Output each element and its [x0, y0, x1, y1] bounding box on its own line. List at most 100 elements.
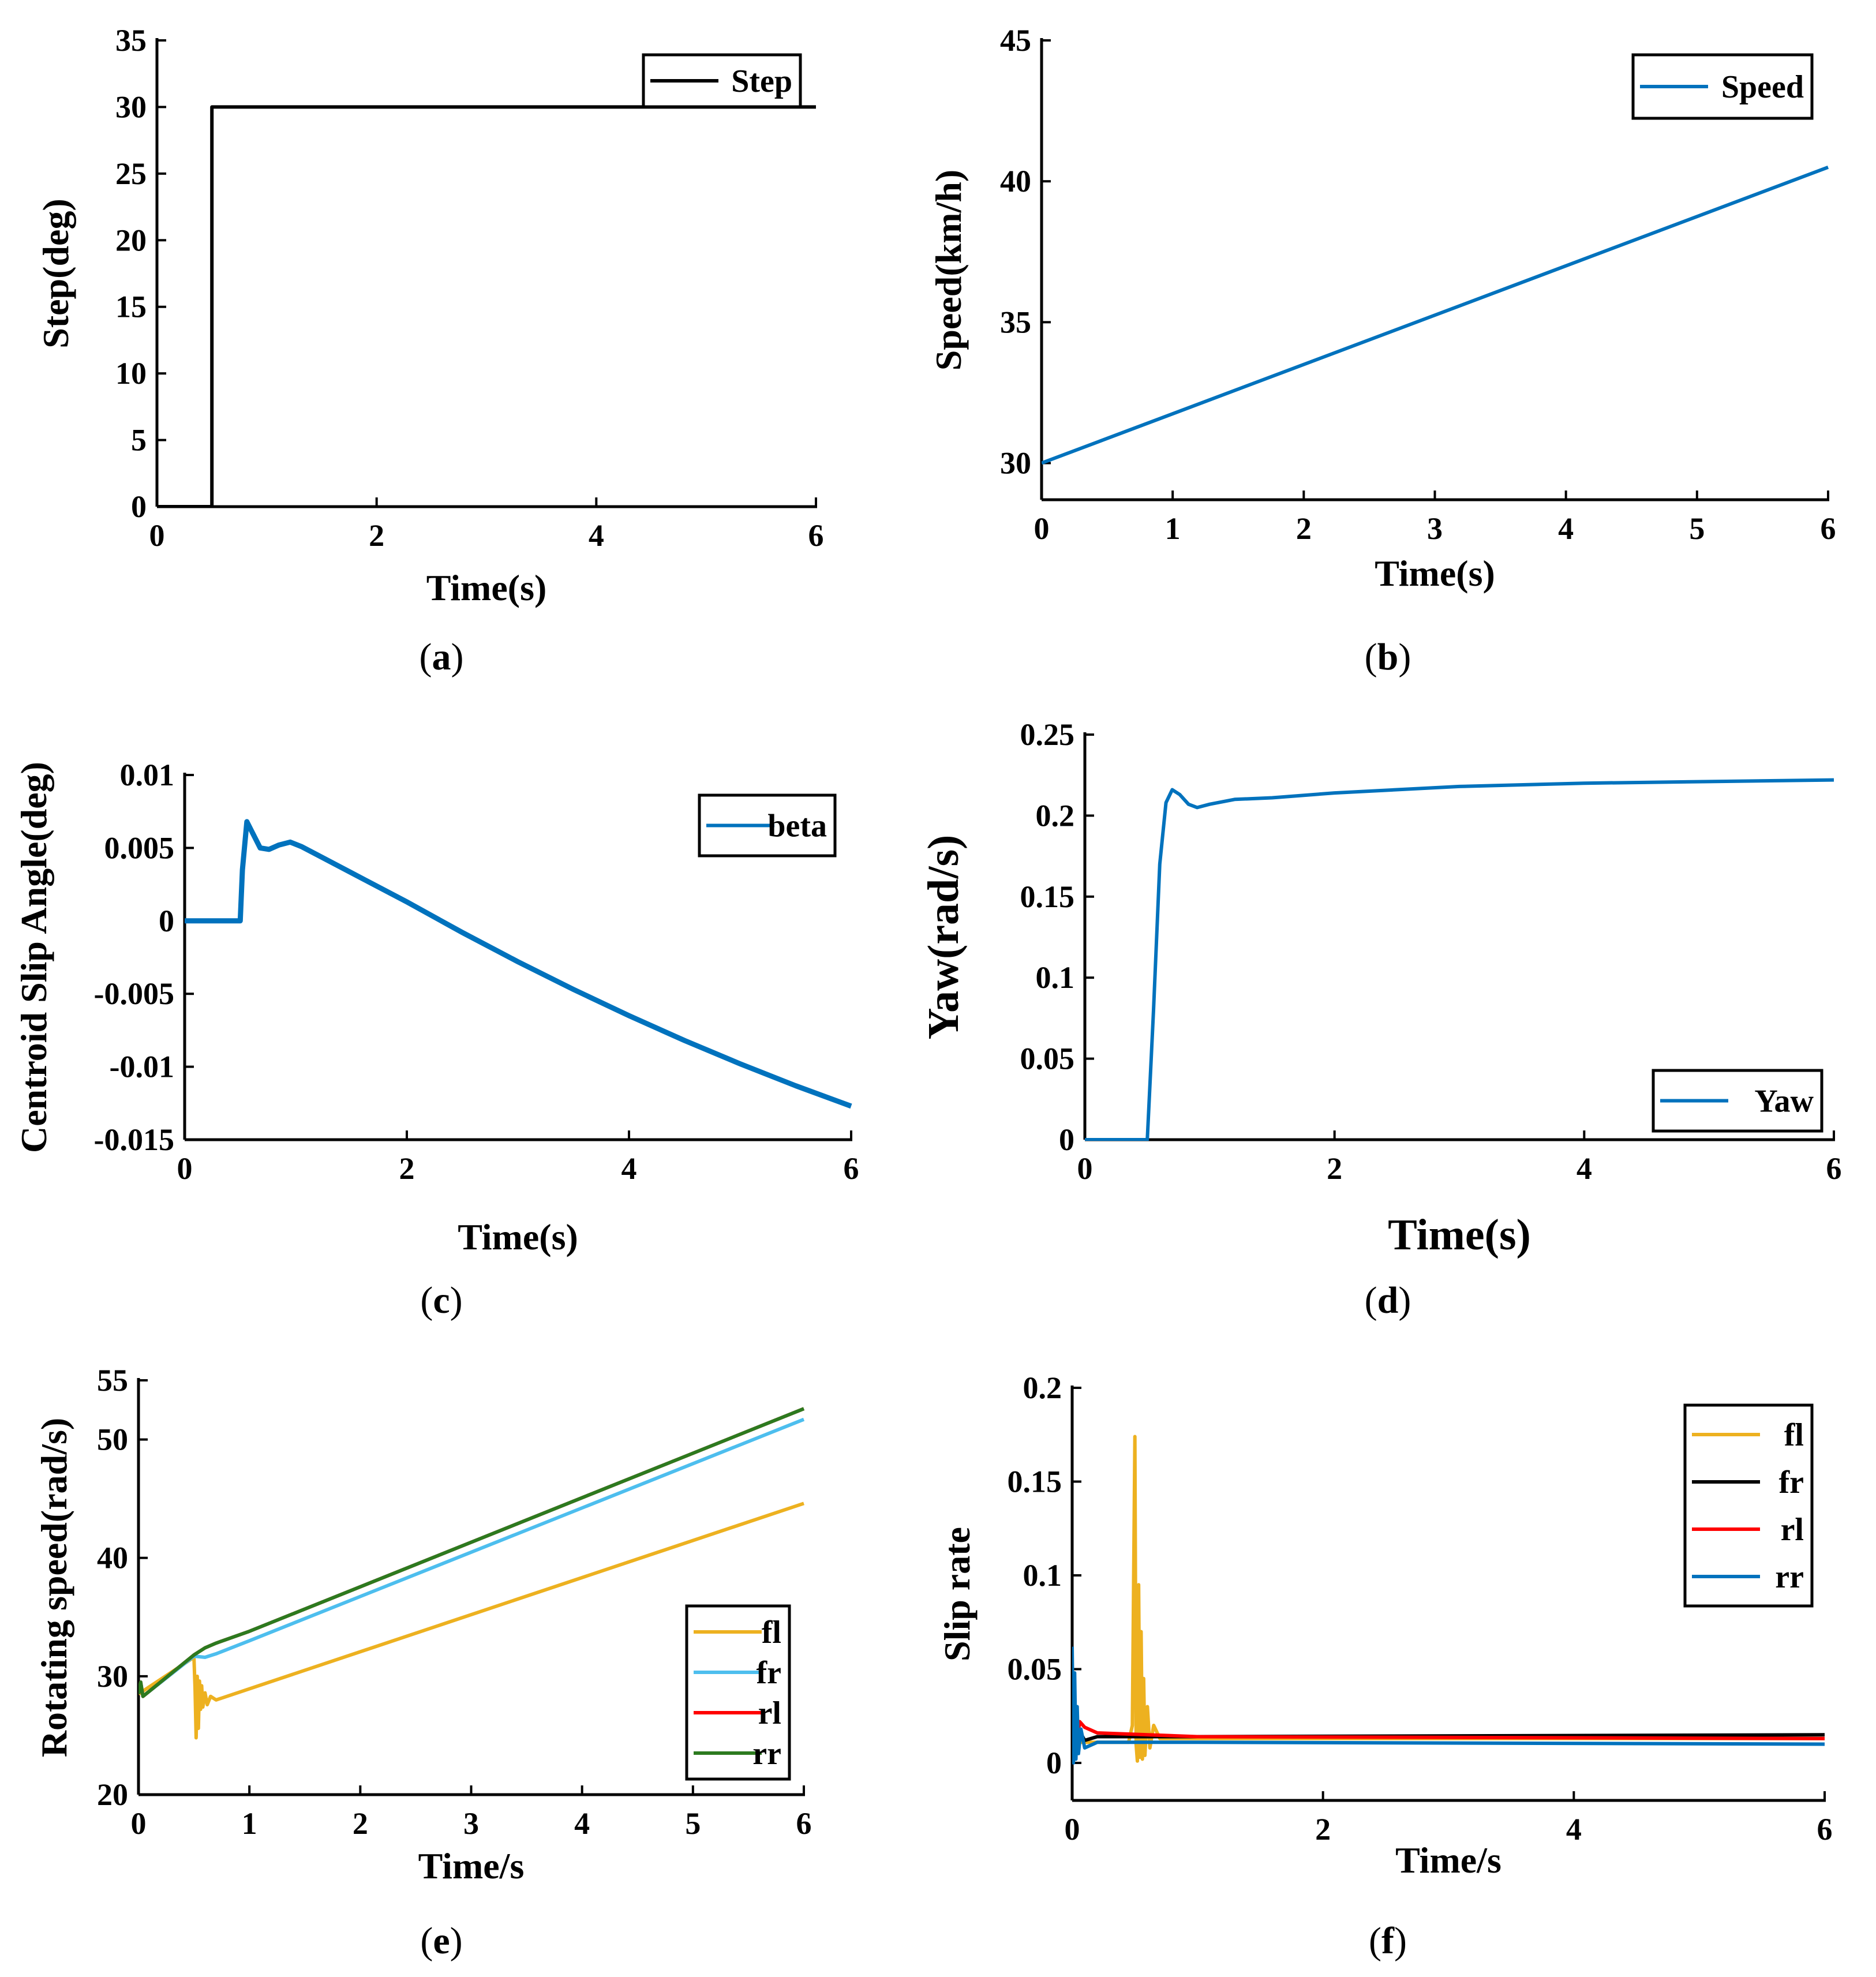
panel-caption: (a) — [420, 636, 464, 678]
y-axis-label: Rotating speed(rad/s) — [33, 1418, 74, 1757]
y-tick-label: 0 — [1059, 1122, 1074, 1157]
y-tick-label: 0.1 — [1036, 960, 1075, 995]
legend-label-Step: Step — [731, 63, 792, 99]
y-axis-label: Speed(km/h) — [928, 170, 969, 371]
x-tick-label: 4 — [621, 1151, 637, 1186]
y-tick-label: 40 — [1000, 164, 1031, 199]
y-tick-label: 40 — [97, 1541, 128, 1575]
series-line-fl — [138, 1502, 804, 1740]
y-tick-label: 0.05 — [1008, 1652, 1062, 1687]
y-tick-label: 30 — [1000, 446, 1031, 481]
series-line-Step — [157, 105, 816, 508]
y-tick-label: 10 — [115, 356, 147, 391]
x-tick-label: 4 — [589, 518, 604, 553]
x-tick-label: 5 — [685, 1806, 701, 1841]
legend-label-rr: rr — [1775, 1559, 1804, 1595]
x-tick-label: 2 — [1296, 511, 1312, 546]
y-tick-label: 50 — [97, 1422, 128, 1457]
y-tick-label: 0.01 — [120, 758, 175, 792]
x-tick-label: 0 — [131, 1806, 147, 1841]
legend-label-fl: fl — [762, 1615, 781, 1650]
x-axis-label: Time(s) — [1375, 553, 1495, 594]
y-axis-label: Step(deg) — [35, 199, 76, 349]
legend-label-Speed: Speed — [1721, 69, 1804, 105]
y-tick-label: -0.015 — [94, 1122, 174, 1157]
y-tick-label: -0.005 — [94, 976, 174, 1011]
x-tick-label: 4 — [1566, 1812, 1582, 1847]
x-axis-label: Time(s) — [426, 567, 547, 608]
series-line-Yaw — [1085, 778, 1834, 1141]
legend-label-Yaw: Yaw — [1754, 1084, 1814, 1119]
x-tick-label: 6 — [808, 518, 824, 553]
legend-label-beta: beta — [767, 808, 827, 844]
y-tick-label: 20 — [97, 1777, 128, 1812]
x-tick-label: 6 — [796, 1806, 812, 1841]
y-tick-label: -0.01 — [110, 1050, 174, 1084]
y-tick-label: 0.2 — [1036, 798, 1075, 833]
legend: Speed — [1631, 53, 1814, 120]
x-axis-label: Time/s — [1395, 1840, 1501, 1881]
y-tick-label: 0.15 — [1020, 879, 1075, 914]
y-tick-label: 30 — [115, 89, 147, 124]
x-tick-label: 6 — [844, 1151, 859, 1186]
y-tick-label: 25 — [115, 156, 147, 191]
panel-caption: (d) — [1365, 1279, 1411, 1321]
y-tick-label: 0 — [1046, 1746, 1062, 1780]
chart-panel-f: 0 2 4 6 0 0.05 0.1 0.15 0.2 Time/s Slip rate fl fr rl… — [937, 1371, 1833, 1962]
x-tick-label: 6 — [1817, 1812, 1833, 1847]
x-tick-label: 0 — [1077, 1151, 1093, 1186]
x-tick-label: 1 — [242, 1806, 257, 1841]
legend-label-rr: rr — [752, 1736, 781, 1772]
x-tick-label: 3 — [1427, 511, 1443, 546]
caption-letter: a — [432, 636, 451, 678]
y-axis-label: Centroid Slip Angle(deg) — [13, 762, 54, 1153]
x-tick-label: 4 — [1577, 1151, 1592, 1186]
x-axis-label: Time(s) — [1388, 1211, 1531, 1259]
y-axis-label: Yaw(rad/s) — [919, 835, 968, 1040]
x-tick-label: 2 — [353, 1806, 368, 1841]
legend-label-fr: fr — [1778, 1465, 1804, 1500]
y-tick-label: 0.1 — [1023, 1558, 1062, 1593]
series-line-rr — [138, 1407, 805, 1698]
x-tick-label: 3 — [463, 1806, 479, 1841]
caption-letter: f — [1381, 1920, 1395, 1962]
legend: beta — [698, 793, 837, 858]
y-tick-label: 55 — [97, 1363, 128, 1398]
y-tick-label: 5 — [131, 423, 147, 458]
series-line-Speed — [1042, 165, 1829, 465]
panel-caption: (f) — [1369, 1920, 1407, 1962]
legend-label-rl: rl — [1781, 1512, 1804, 1548]
chart-panel-d: 0 2 4 6 0 0.05 0.1 0.15 0.2 0.25 Time(s) Yaw(rad/s)… — [919, 717, 1842, 1321]
x-tick-label: 4 — [574, 1806, 590, 1841]
x-tick-label: 0 — [1065, 1812, 1080, 1847]
y-tick-label: 0.05 — [1020, 1042, 1075, 1076]
x-tick-label: 6 — [1821, 511, 1836, 546]
chart-panel-b: 0 1 2 3 4 5 630354045Time(s)Speed(km/h)Speed(b… — [928, 23, 1836, 678]
y-tick-label: 0.15 — [1008, 1465, 1062, 1499]
x-tick-label: 2 — [369, 518, 384, 553]
series-line-beta — [185, 819, 852, 1109]
series-line-fl — [1072, 1435, 1825, 1763]
legend-label-rl: rl — [758, 1695, 781, 1731]
x-axis-label: Time/s — [418, 1845, 525, 1886]
legend: fl fr rl rr — [1683, 1403, 1814, 1608]
legend-box — [1683, 1403, 1814, 1608]
legend-label-fl: fl — [1784, 1417, 1804, 1453]
chart-panel-c: 0 2 4 6 -0.015 -0.01 -0.005 0 0.005 0.01 Time(s) Ce… — [13, 758, 859, 1321]
y-tick-label: 30 — [97, 1659, 128, 1694]
x-axis-label: Time(s) — [458, 1216, 578, 1257]
chart-panel-a: 0 2 4 6 0 5 10 15 20 25 30 35 Time(s) Step(deg) Step (a… — [35, 23, 824, 678]
x-tick-label: 2 — [399, 1151, 415, 1186]
caption-letter: c — [433, 1279, 450, 1321]
x-tick-label: 4 — [1558, 511, 1574, 546]
legend-box — [685, 1604, 791, 1781]
legend: Step — [642, 53, 802, 108]
chart-panel-e: 0 1 2 3 4 5 6 20 30 40 50 55 Time/s Rotating speed(ra… — [33, 1363, 812, 1962]
y-tick-label: 0.25 — [1020, 717, 1075, 752]
caption-letter: e — [433, 1920, 450, 1962]
x-tick-label: 6 — [1826, 1151, 1842, 1186]
x-tick-label: 2 — [1327, 1151, 1342, 1186]
y-tick-label: 45 — [1000, 23, 1031, 58]
x-tick-label: 0 — [149, 518, 165, 553]
